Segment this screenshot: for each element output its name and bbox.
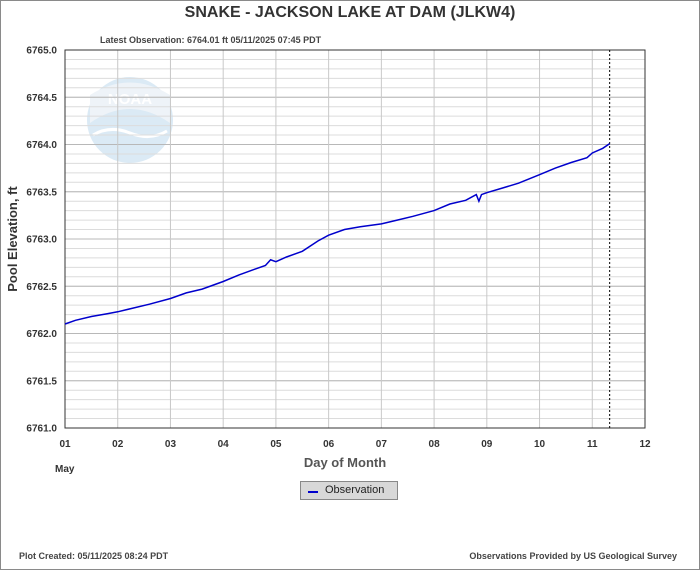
- x-tick-label: 08: [429, 439, 441, 450]
- grid-lines: [64, 49, 646, 429]
- x-axis-ticks: 01 02 03 04 05 06 07 08 09 10 11 12: [59, 439, 651, 450]
- plot-border: [64, 49, 646, 429]
- x-tick-label: 06: [323, 439, 335, 450]
- x-tick-label: 04: [218, 439, 230, 450]
- y-tick-label: 6763.0: [26, 235, 57, 246]
- x-tick-label: 01: [59, 439, 71, 450]
- y-axis-ticks: 6761.0 6761.5 6762.0 6762.5 6763.0 6763.5 6764…: [26, 46, 57, 435]
- y-tick-label: 6761.0: [26, 424, 57, 435]
- x-axis-label: Day of Month: [304, 455, 386, 470]
- series-line-observation: [64, 142, 611, 325]
- y-tick-label: 6764.0: [26, 140, 57, 151]
- plot-created-text: Plot Created: 05/11/2025 08:24 PDT: [19, 551, 169, 561]
- legend-label-observation: Observation: [325, 484, 385, 496]
- x-tick-label: 11: [587, 439, 598, 450]
- x-tick-label: 05: [270, 439, 282, 450]
- y-axis-label: Pool Elevation, ft: [5, 186, 20, 292]
- y-tick-label: 6762.5: [26, 282, 57, 293]
- x-tick-label: 10: [534, 439, 546, 450]
- legend-swatch-observation: [308, 491, 318, 493]
- y-tick-label: 6763.5: [26, 187, 57, 198]
- x-axis-month-label: May: [55, 464, 75, 475]
- y-tick-label: 6761.5: [26, 376, 57, 387]
- noaa-logo-text: NOAA: [108, 91, 152, 108]
- y-tick-label: 6764.5: [26, 93, 57, 104]
- x-tick-label: 07: [376, 439, 388, 450]
- y-tick-label: 6762.0: [26, 329, 57, 340]
- noaa-logo-icon: NOAA: [87, 77, 173, 163]
- y-tick-label: 6765.0: [26, 46, 57, 57]
- chart-title: SNAKE - JACKSON LAKE AT DAM (JLKW4): [184, 4, 516, 21]
- x-tick-label: 09: [481, 439, 493, 450]
- data-provider-text: Observations Provided by US Geological S…: [469, 551, 677, 561]
- x-tick-label: 03: [165, 439, 177, 450]
- latest-observation: Latest Observation: 6764.01 ft 05/11/202…: [100, 35, 322, 45]
- x-tick-label: 02: [112, 439, 124, 450]
- x-tick-label: 12: [639, 439, 651, 450]
- legend: Observation: [300, 481, 398, 500]
